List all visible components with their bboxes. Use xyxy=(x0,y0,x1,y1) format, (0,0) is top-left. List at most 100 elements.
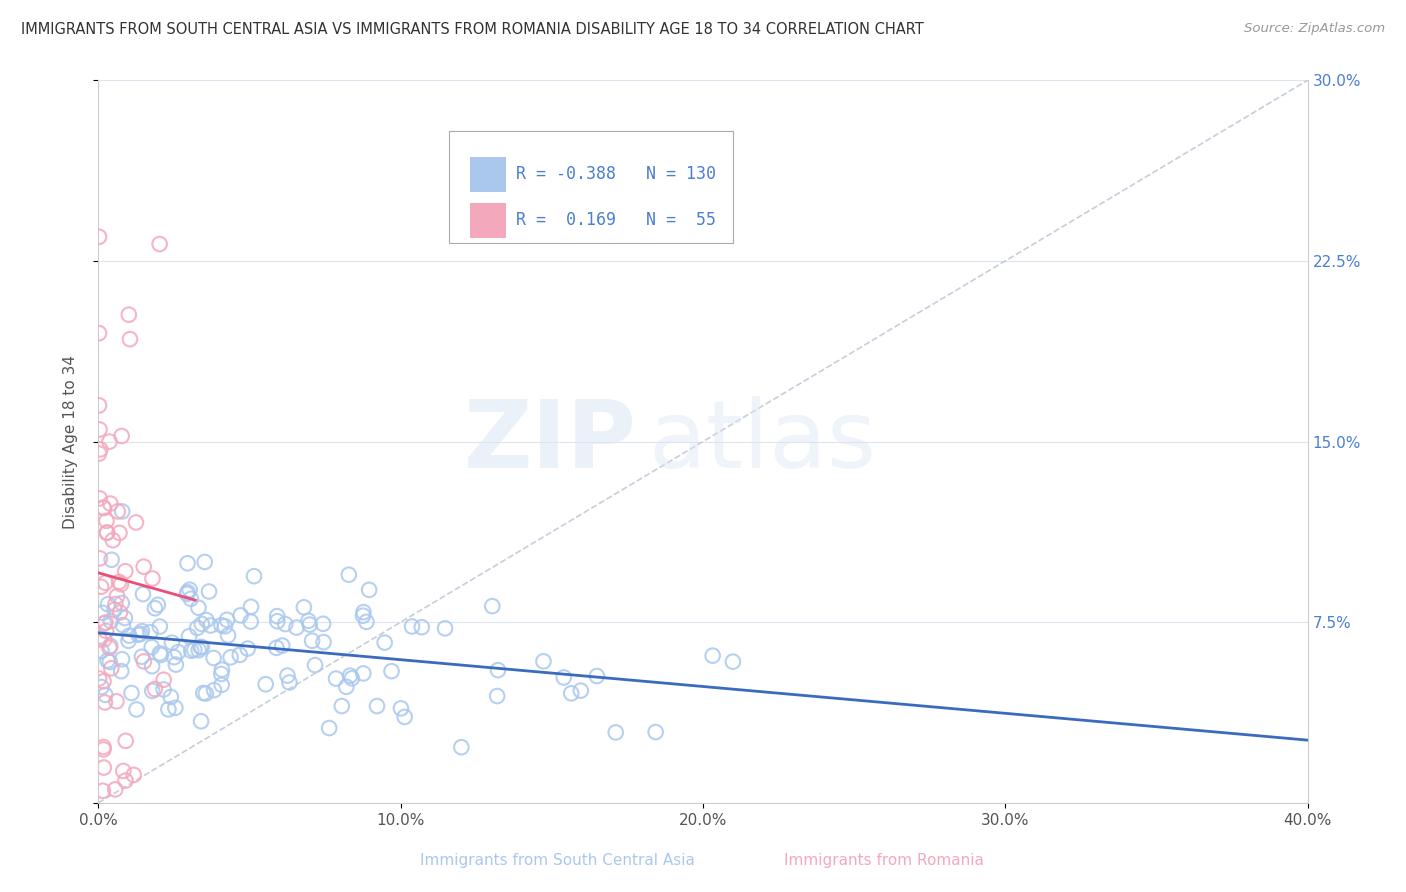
Point xyxy=(157,702,180,716)
Y-axis label: Disability Age 18 to 34: Disability Age 18 to 34 xyxy=(63,354,77,529)
Point xyxy=(165,657,187,672)
Point xyxy=(89,442,111,457)
Point xyxy=(254,677,277,691)
Point xyxy=(90,680,112,694)
Point xyxy=(211,678,233,692)
Point xyxy=(481,599,503,614)
Point xyxy=(131,624,153,639)
Point xyxy=(215,613,238,627)
Point xyxy=(114,734,136,748)
Point xyxy=(96,624,118,638)
Point xyxy=(118,308,141,322)
Point xyxy=(91,606,114,620)
Point xyxy=(105,589,128,603)
Point xyxy=(87,230,110,244)
Point xyxy=(486,663,509,677)
Point xyxy=(89,491,111,506)
Point xyxy=(89,551,111,566)
Point xyxy=(276,668,298,682)
Text: Immigrants from South Central Asia: Immigrants from South Central Asia xyxy=(420,854,696,869)
Point xyxy=(98,497,121,511)
Point xyxy=(219,650,242,665)
Point xyxy=(339,668,361,682)
Point xyxy=(569,683,592,698)
Point xyxy=(159,690,181,704)
Point xyxy=(450,740,472,755)
Point xyxy=(114,611,136,625)
Point xyxy=(190,640,212,654)
Point xyxy=(93,674,115,689)
Point xyxy=(111,504,134,518)
Text: R = -0.388   N = 130: R = -0.388 N = 130 xyxy=(516,165,716,183)
Point xyxy=(98,639,121,653)
Point xyxy=(271,639,294,653)
Point xyxy=(96,525,118,540)
Point xyxy=(352,666,374,681)
Point xyxy=(114,564,136,578)
Point xyxy=(91,500,114,515)
Point xyxy=(211,618,233,632)
Point xyxy=(89,422,111,436)
Point xyxy=(90,644,112,658)
Point xyxy=(411,620,433,634)
Point xyxy=(297,614,319,628)
Point xyxy=(114,773,136,788)
Point xyxy=(198,584,221,599)
Point xyxy=(191,640,214,654)
Point xyxy=(266,614,288,628)
Point xyxy=(193,686,215,700)
Point xyxy=(236,641,259,656)
Point xyxy=(131,649,153,664)
Point xyxy=(187,643,209,657)
Point xyxy=(312,616,335,631)
Text: atlas: atlas xyxy=(648,395,877,488)
Point xyxy=(121,686,143,700)
Point xyxy=(644,725,666,739)
Point xyxy=(186,621,208,635)
Point xyxy=(190,714,212,729)
Point xyxy=(87,326,110,340)
Point xyxy=(132,587,155,601)
Text: Source: ZipAtlas.com: Source: ZipAtlas.com xyxy=(1244,22,1385,36)
Point xyxy=(97,597,120,611)
Point xyxy=(152,673,174,687)
Point xyxy=(141,684,163,698)
Point xyxy=(340,671,363,685)
Point xyxy=(187,600,209,615)
Point xyxy=(380,664,402,678)
Point xyxy=(91,784,114,798)
Point xyxy=(125,516,148,530)
Point xyxy=(118,332,141,346)
Point xyxy=(374,635,396,649)
Point xyxy=(94,695,117,709)
Point xyxy=(149,646,172,660)
Point xyxy=(143,601,166,615)
Bar xyxy=(470,157,506,192)
Point xyxy=(111,596,134,610)
Point xyxy=(177,629,200,643)
Point xyxy=(359,582,381,597)
FancyBboxPatch shape xyxy=(449,131,734,243)
Point xyxy=(108,606,131,620)
Point xyxy=(101,533,124,548)
Point xyxy=(353,605,375,619)
Point xyxy=(202,683,225,698)
Point xyxy=(94,575,117,590)
Point xyxy=(127,628,149,642)
Bar xyxy=(470,203,506,237)
Point xyxy=(285,621,308,635)
Point xyxy=(180,644,202,658)
Point xyxy=(356,615,378,629)
Point xyxy=(195,613,218,627)
Point xyxy=(167,645,190,659)
Point xyxy=(112,764,135,778)
Point xyxy=(90,580,112,594)
Point xyxy=(176,585,198,599)
Point xyxy=(605,725,627,739)
Point xyxy=(180,591,202,606)
Point xyxy=(553,670,575,684)
Point xyxy=(93,616,115,631)
Text: IMMIGRANTS FROM SOUTH CENTRAL ASIA VS IMMIGRANTS FROM ROMANIA DISABILITY AGE 18 : IMMIGRANTS FROM SOUTH CENTRAL ASIA VS IM… xyxy=(21,22,924,37)
Point xyxy=(104,782,127,797)
Point xyxy=(179,582,201,597)
